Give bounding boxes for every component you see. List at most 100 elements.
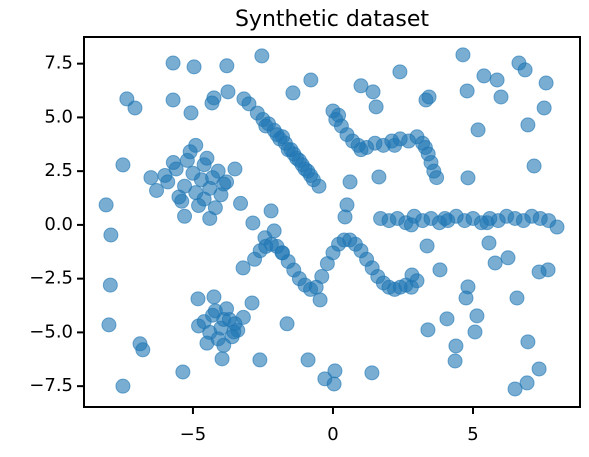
point (196, 191, 212, 207)
point (328, 112, 344, 128)
x-tick-label: 0 (327, 424, 338, 445)
point (447, 353, 463, 369)
point (541, 213, 557, 229)
point (188, 137, 204, 153)
point (241, 96, 257, 112)
point (429, 170, 445, 186)
point (254, 48, 270, 64)
point (286, 146, 302, 162)
point (460, 170, 476, 186)
point (365, 84, 381, 100)
point (353, 142, 369, 158)
point (368, 99, 384, 115)
point (191, 318, 207, 334)
point (517, 62, 533, 78)
point (519, 375, 535, 391)
point (392, 64, 408, 80)
point (337, 209, 353, 225)
point (507, 381, 523, 397)
point (314, 269, 330, 285)
point (342, 174, 358, 190)
point (476, 68, 492, 84)
point (520, 117, 536, 133)
point (143, 170, 159, 186)
y-tick-label: −7.5 (29, 375, 73, 396)
point (493, 89, 509, 105)
point (439, 311, 455, 327)
point (509, 290, 525, 306)
point (183, 105, 199, 121)
point (421, 89, 437, 105)
point (227, 161, 243, 177)
point (165, 55, 181, 71)
point (115, 378, 131, 394)
point (205, 170, 221, 186)
point (432, 262, 448, 278)
point (224, 329, 240, 345)
point (387, 137, 403, 153)
point (371, 169, 387, 185)
point (186, 59, 202, 75)
point (235, 309, 251, 325)
point (103, 227, 119, 243)
point (235, 260, 251, 276)
point (364, 365, 380, 381)
point (252, 352, 268, 368)
point (245, 215, 261, 231)
point (98, 197, 114, 213)
point (206, 289, 222, 305)
point (479, 215, 495, 231)
point (500, 250, 516, 266)
point (420, 322, 436, 338)
point (279, 316, 295, 332)
point (467, 324, 483, 340)
point (536, 100, 552, 116)
point (470, 122, 486, 138)
point (455, 47, 471, 63)
point (409, 273, 425, 289)
point (101, 317, 117, 333)
point (526, 158, 542, 174)
point (266, 223, 282, 239)
point (174, 193, 190, 209)
point (263, 203, 279, 219)
point (487, 255, 503, 271)
point (326, 376, 342, 392)
x-tick-label: 5 (467, 424, 478, 445)
point (115, 157, 131, 173)
point (419, 238, 435, 254)
y-tick-label: −2.5 (29, 268, 73, 289)
point (258, 118, 274, 134)
point (481, 235, 497, 251)
x-tick-label: −5 (180, 424, 207, 445)
point (216, 176, 232, 192)
y-tick-label: 2.5 (44, 160, 73, 181)
point (417, 140, 433, 156)
point (219, 58, 235, 74)
point (206, 90, 222, 106)
y-tick-label: 5.0 (44, 106, 73, 127)
point (190, 291, 206, 307)
point (233, 195, 249, 211)
y-tick-label: 7.5 (44, 53, 73, 74)
point (437, 210, 453, 226)
point (127, 100, 143, 116)
point (165, 155, 181, 171)
chart-title: Synthetic dataset (235, 7, 429, 32)
point (403, 217, 419, 233)
point (469, 308, 485, 324)
point (531, 361, 547, 377)
point (300, 352, 316, 368)
point (353, 78, 369, 94)
point (275, 129, 291, 145)
point (327, 363, 343, 379)
point (216, 311, 232, 327)
point (297, 161, 313, 177)
point (135, 342, 151, 358)
point (448, 338, 464, 354)
point (244, 295, 260, 311)
point (202, 210, 218, 226)
point (489, 72, 505, 88)
point (177, 208, 193, 224)
